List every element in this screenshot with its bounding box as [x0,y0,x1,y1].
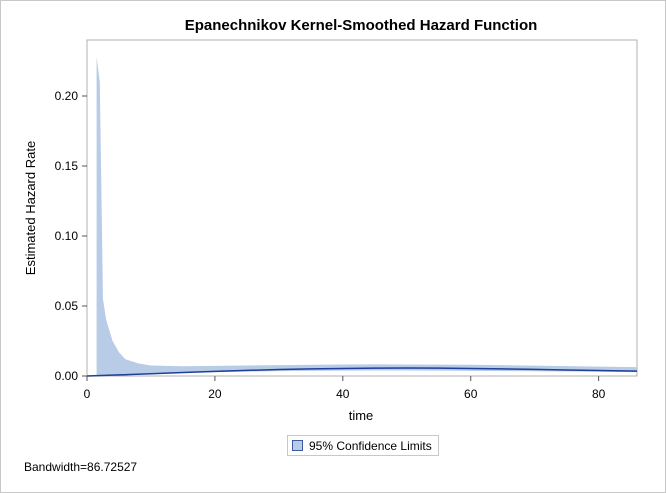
legend-label: 95% Confidence Limits [309,438,432,453]
legend-swatch [292,440,303,451]
x-tick-label: 20 [208,387,222,401]
chart-title: Epanechnikov Kernel-Smoothed Hazard Func… [185,17,538,34]
bandwidth-footnote: Bandwidth=86.72527 [24,460,138,474]
x-tick-label: 40 [336,387,350,401]
x-axis-label: time [349,408,374,423]
y-tick-label: 0.10 [55,229,79,243]
y-tick-label: 0.20 [55,89,79,103]
y-axis: 0.00 0.05 0.10 0.15 0.20 [55,89,87,383]
hazard-estimate-line [86,367,638,377]
x-tick-label: 0 [84,387,91,401]
y-tick-label: 0.00 [55,369,79,383]
x-axis: 0 20 40 60 80 [84,376,606,401]
x-tick-label: 80 [592,387,606,401]
legend: 95% Confidence Limits [287,435,439,456]
y-tick-label: 0.15 [55,159,79,173]
x-tick-label: 60 [464,387,478,401]
y-tick-label: 0.05 [55,299,79,313]
plot-area [86,39,638,377]
y-axis-label: Estimated Hazard Rate [23,141,38,275]
hazard-line-layer [86,367,638,377]
